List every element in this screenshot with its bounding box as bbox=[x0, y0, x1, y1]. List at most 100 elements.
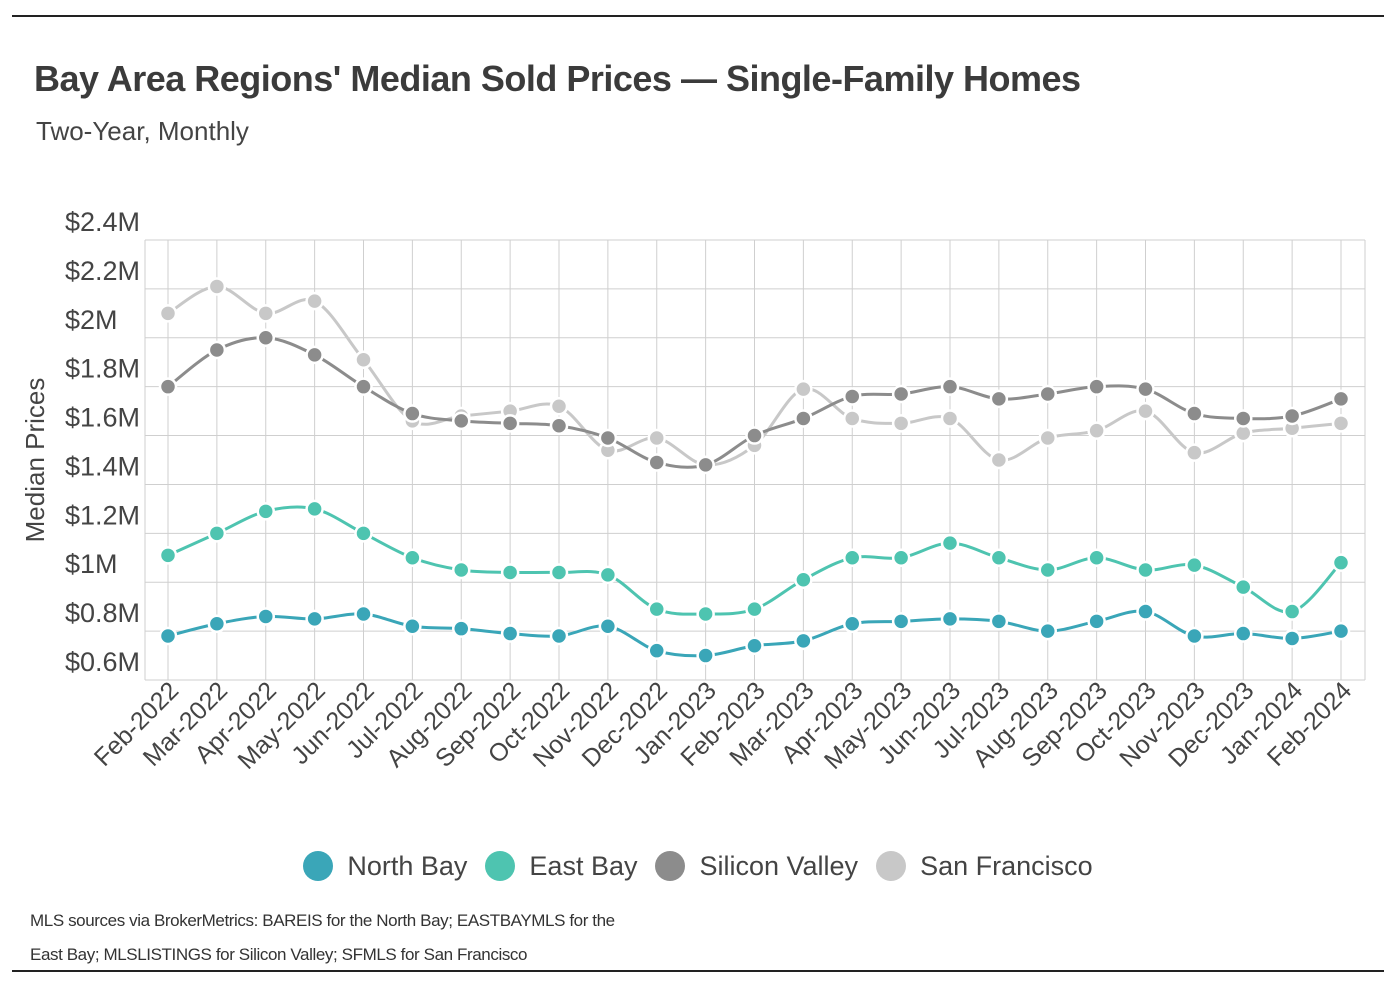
data-point-north-bay bbox=[745, 636, 764, 656]
data-point-silicon-valley bbox=[256, 328, 275, 348]
data-point-north-bay bbox=[452, 619, 471, 638]
data-point-silicon-valley bbox=[500, 414, 520, 433]
data-point-silicon-valley bbox=[843, 387, 862, 406]
data-point-east-bay bbox=[1038, 560, 1057, 580]
data-point-north-bay bbox=[158, 626, 178, 646]
data-point-san-francisco bbox=[989, 450, 1009, 470]
data-point-silicon-valley bbox=[1136, 379, 1155, 399]
legend-label: San Francisco bbox=[920, 850, 1093, 881]
data-point-east-bay bbox=[1234, 577, 1253, 597]
data-point-east-bay bbox=[989, 548, 1009, 568]
data-point-north-bay bbox=[891, 612, 911, 631]
data-point-san-francisco bbox=[794, 379, 813, 399]
data-point-north-bay bbox=[305, 609, 324, 629]
data-point-east-bay bbox=[1136, 560, 1155, 580]
data-point-silicon-valley bbox=[794, 409, 813, 428]
data-point-east-bay bbox=[1331, 553, 1351, 572]
data-point-silicon-valley bbox=[1087, 377, 1106, 396]
data-point-east-bay bbox=[549, 563, 569, 582]
data-point-east-bay bbox=[843, 548, 862, 568]
data-point-north-bay bbox=[598, 616, 618, 636]
data-point-east-bay bbox=[500, 563, 520, 582]
data-point-san-francisco bbox=[1185, 443, 1204, 462]
chart-title: Bay Area Regions' Median Sold Prices — S… bbox=[34, 58, 1081, 99]
y-tick-label: $1.2M bbox=[65, 500, 140, 530]
data-point-north-bay bbox=[1234, 624, 1253, 643]
y-tick-label: $1M bbox=[65, 549, 118, 579]
data-point-north-bay bbox=[1136, 602, 1155, 621]
data-point-east-bay bbox=[305, 499, 324, 519]
legend-swatch bbox=[485, 851, 516, 881]
data-point-east-bay bbox=[1087, 548, 1106, 568]
data-point-north-bay bbox=[207, 614, 227, 634]
legend-item: San Francisco bbox=[876, 851, 1093, 882]
bottom-rule bbox=[12, 970, 1384, 972]
data-point-north-bay bbox=[354, 604, 373, 624]
data-point-san-francisco bbox=[1136, 401, 1155, 421]
legend-label: North Bay bbox=[347, 850, 468, 881]
data-point-san-francisco bbox=[549, 396, 569, 416]
top-rule bbox=[12, 15, 1384, 17]
data-point-north-bay bbox=[1038, 621, 1057, 641]
data-point-east-bay bbox=[745, 599, 764, 619]
data-point-silicon-valley bbox=[647, 453, 666, 472]
data-point-north-bay bbox=[1087, 612, 1106, 631]
data-point-east-bay bbox=[891, 548, 911, 568]
legend-label: East Bay bbox=[529, 850, 638, 881]
data-point-east-bay bbox=[452, 560, 471, 580]
data-point-san-francisco bbox=[940, 409, 960, 428]
legend-swatch bbox=[655, 851, 686, 881]
data-point-san-francisco bbox=[1087, 421, 1106, 440]
chart-subtitle: Two-Year, Monthly bbox=[36, 116, 249, 146]
data-point-silicon-valley bbox=[354, 377, 373, 396]
data-point-silicon-valley bbox=[1282, 406, 1302, 426]
source-note: MLS sources via BrokerMetrics: BAREIS fo… bbox=[30, 911, 615, 964]
data-point-san-francisco bbox=[354, 350, 373, 370]
data-point-north-bay bbox=[794, 631, 813, 651]
data-point-east-bay bbox=[940, 533, 960, 553]
data-point-north-bay bbox=[500, 624, 520, 643]
legend-swatch bbox=[876, 851, 907, 881]
data-point-silicon-valley bbox=[305, 345, 324, 365]
data-point-silicon-valley bbox=[158, 377, 178, 396]
data-point-san-francisco bbox=[1331, 414, 1351, 433]
data-point-san-francisco bbox=[647, 428, 666, 448]
data-point-silicon-valley bbox=[403, 404, 422, 423]
y-tick-label: $2.4M bbox=[65, 207, 140, 237]
y-tick-label: $1.4M bbox=[65, 451, 140, 481]
data-point-san-francisco bbox=[1038, 428, 1057, 448]
data-point-north-bay bbox=[1331, 621, 1351, 641]
data-point-north-bay bbox=[1282, 629, 1302, 648]
data-point-east-bay bbox=[647, 599, 666, 619]
data-point-silicon-valley bbox=[940, 377, 960, 396]
y-tick-label: $0.6M bbox=[65, 647, 140, 677]
data-point-san-francisco bbox=[891, 414, 911, 433]
legend-swatch bbox=[303, 851, 334, 881]
data-point-east-bay bbox=[158, 546, 178, 565]
data-point-silicon-valley bbox=[1234, 409, 1253, 428]
data-point-east-bay bbox=[354, 524, 373, 543]
data-point-north-bay bbox=[989, 612, 1009, 631]
data-point-north-bay bbox=[549, 626, 569, 646]
data-point-east-bay bbox=[1185, 555, 1204, 575]
legend-item: North Bay bbox=[303, 851, 467, 882]
data-point-north-bay bbox=[843, 614, 862, 634]
legend-label: Silicon Valley bbox=[699, 850, 859, 881]
data-point-east-bay bbox=[403, 548, 422, 568]
data-point-north-bay bbox=[403, 616, 422, 636]
y-tick-label: $1.8M bbox=[65, 354, 140, 384]
data-point-silicon-valley bbox=[598, 428, 618, 448]
data-point-north-bay bbox=[1185, 626, 1204, 646]
data-point-san-francisco bbox=[843, 409, 862, 428]
data-point-san-francisco bbox=[305, 291, 324, 311]
data-point-silicon-valley bbox=[207, 340, 227, 360]
data-point-east-bay bbox=[256, 502, 275, 521]
data-point-san-francisco bbox=[256, 304, 275, 323]
y-tick-label: $2.2M bbox=[65, 256, 140, 286]
data-point-silicon-valley bbox=[891, 384, 911, 404]
data-point-silicon-valley bbox=[452, 411, 471, 431]
chart-legend: North Bay East Bay Silicon Valley San Franc… bbox=[0, 846, 1396, 886]
data-point-east-bay bbox=[207, 524, 227, 543]
data-point-silicon-valley bbox=[989, 389, 1009, 409]
